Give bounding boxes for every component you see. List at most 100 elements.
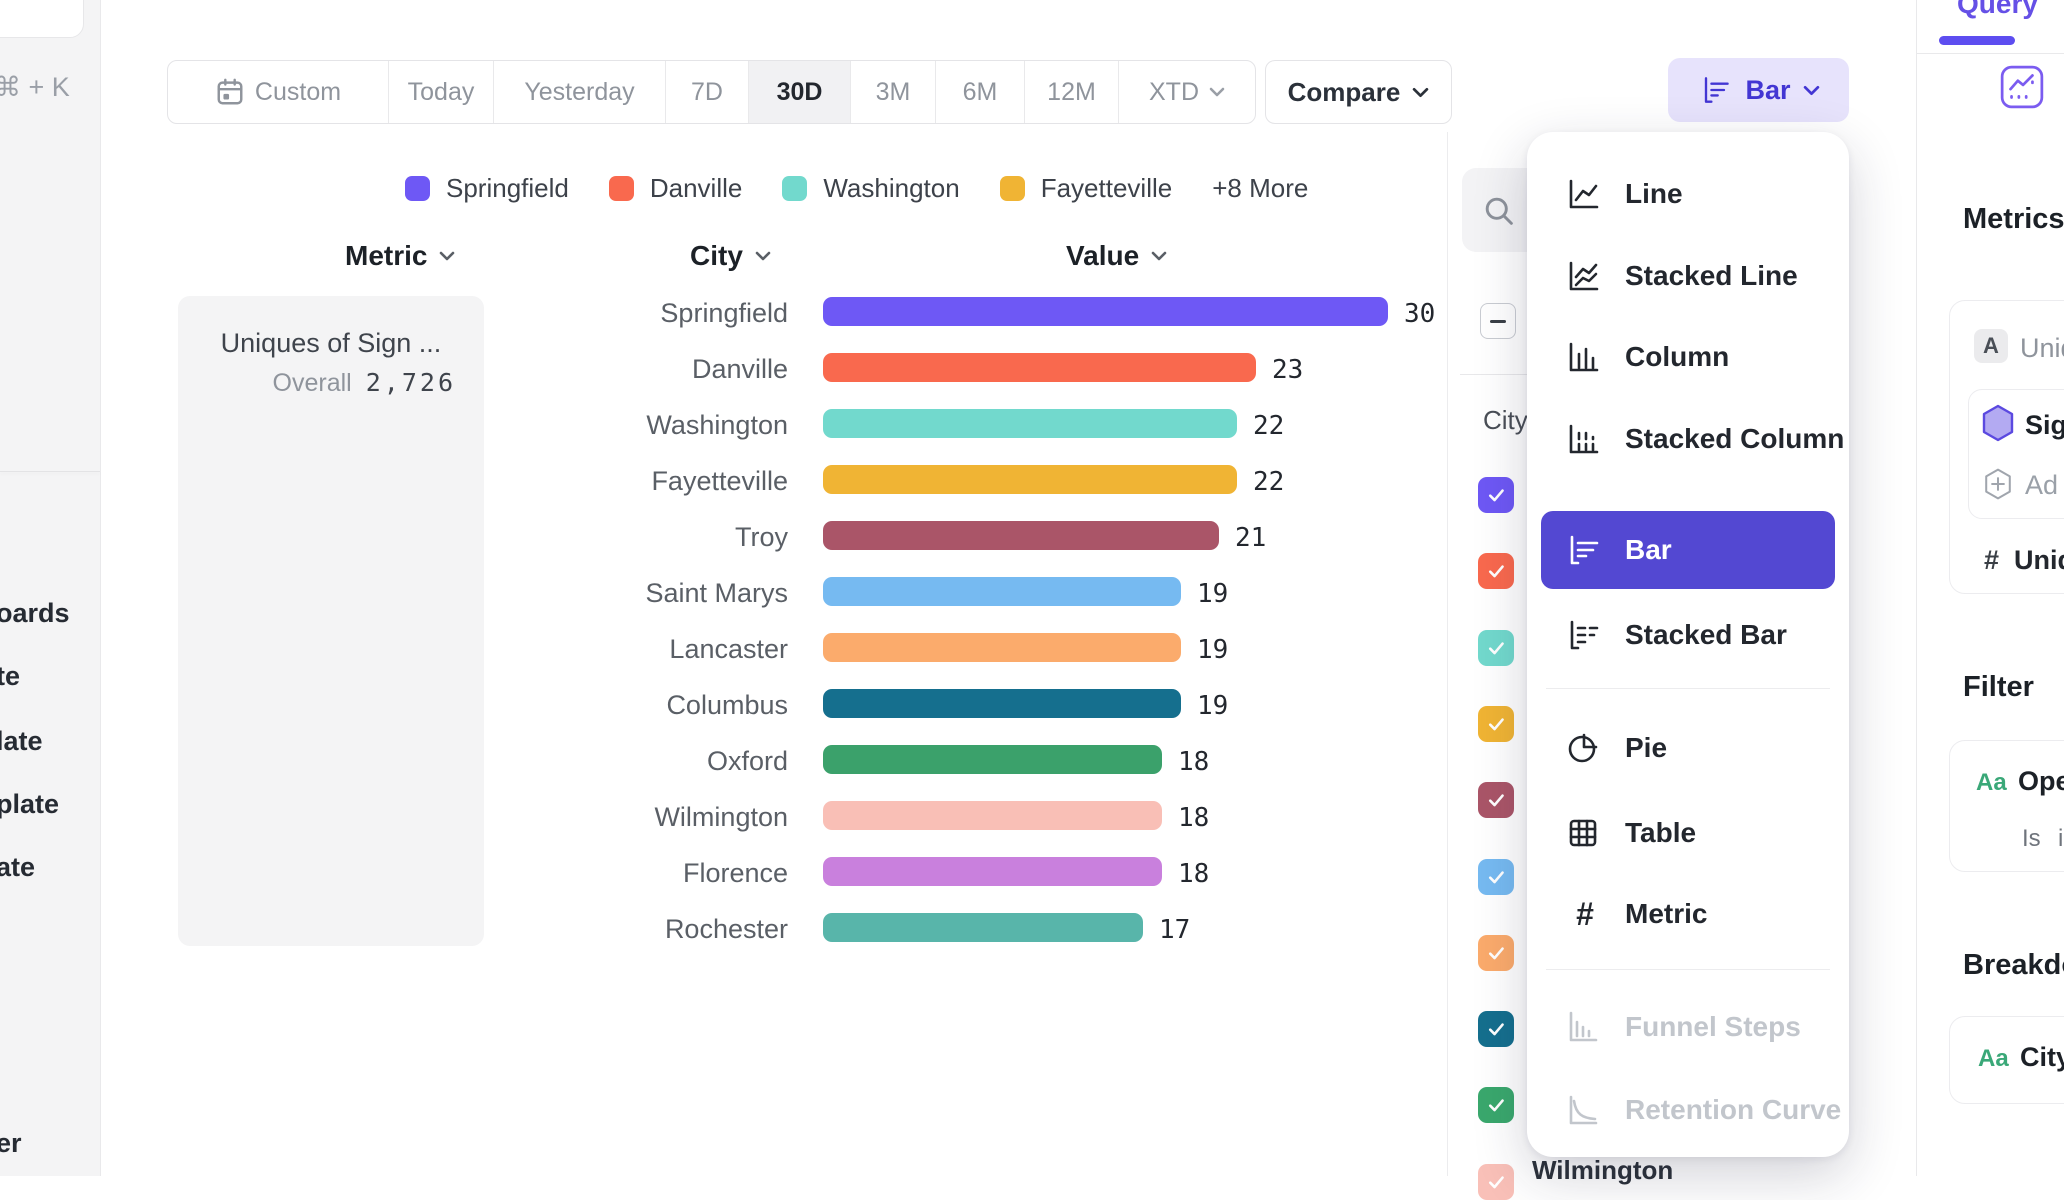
legend-swatch [999,175,1025,201]
sidebar-item[interactable]: te [0,661,21,691]
breakdown-card[interactable]: Aa City [1949,1016,2064,1104]
add-event-label[interactable]: Ad [2025,470,2059,500]
city-checkbox[interactable] [1478,1087,1514,1123]
metric-definition-card[interactable]: A Uniq Sig Ad # Uniqu [1949,300,2064,594]
add-event-hexagon-icon[interactable] [1983,468,2013,500]
date-range-xtd[interactable]: XTD [1119,61,1255,123]
city-checkbox[interactable] [1478,935,1514,971]
legend-label: Springfield [446,172,569,203]
city-checkbox[interactable] [1478,553,1514,589]
sidebar-divider [0,471,100,472]
bar[interactable] [823,577,1181,606]
stacked-column-chart-icon [1569,424,1599,454]
legend-label: Washington [823,172,960,203]
menu-item-metric[interactable]: # Metric [1541,875,1835,953]
date-range-12m[interactable]: 12M [1025,61,1119,123]
breakdown-field-name: City [2020,1042,2064,1072]
event-card[interactable]: Sig Ad [1968,389,2064,519]
column-header-city[interactable]: City [690,240,771,272]
date-range-30d[interactable]: 30D [749,61,851,123]
city-checkbox[interactable] [1478,1011,1514,1047]
chevron-down-icon [1209,87,1225,97]
bar[interactable] [823,465,1237,494]
query-panel-divider [1917,53,2064,54]
stacked-line-chart-icon [1569,261,1599,291]
city-checkbox[interactable] [1478,859,1514,895]
bar[interactable] [823,353,1256,382]
date-range-label: 12M [1047,77,1096,106]
city-panel-label: City [1483,405,1528,435]
menu-item-pie[interactable]: Pie [1541,709,1835,787]
city-header-label: City [690,240,743,271]
city-checkbox[interactable] [1478,706,1514,742]
metric-card[interactable]: Uniques of Sign ... Overall 2,726 [178,296,484,946]
select-all-checkbox-indeterminate[interactable] [1480,303,1516,339]
column-header-metric[interactable]: Metric [345,240,455,272]
filter-field-name: Ope [2018,766,2064,796]
menu-divider [1546,688,1830,689]
chart-type-button[interactable]: Bar [1668,58,1849,122]
sidebar-item[interactable]: plate [0,789,60,819]
menu-item-stacked-column[interactable]: Stacked Column [1541,400,1844,478]
city-checkbox[interactable] [1478,782,1514,818]
date-range-3m[interactable]: 3M [851,61,936,123]
city-checkbox[interactable] [1478,630,1514,666]
filter-card[interactable]: Aa Ope Is i [1949,740,2064,872]
city-checkbox[interactable] [1478,477,1514,513]
chart-panel-icon[interactable] [1999,64,2045,110]
column-header-value[interactable]: Value [1066,240,1167,272]
table-icon [1569,819,1597,847]
legend-item[interactable]: Danville [608,173,742,204]
menu-item-column[interactable]: Column [1541,318,1835,396]
filter-value[interactable]: i [2058,825,2064,852]
bar-value: 23 [1272,355,1304,385]
bar[interactable] [823,801,1162,830]
date-range-label: Yesterday [524,77,635,106]
date-range-yesterday[interactable]: Yesterday [494,61,666,123]
date-range-label: Custom [254,77,342,106]
bar[interactable] [823,857,1162,886]
check-icon [1488,1023,1504,1036]
filter-operator[interactable]: Is [2022,825,2041,852]
bar[interactable] [823,745,1162,774]
tab-query[interactable]: Query [1957,0,2038,19]
legend-item[interactable]: Springfield [405,173,569,204]
city-checkbox[interactable] [1478,1164,1514,1200]
bar-row-label: Columbus [666,690,788,720]
sidebar-item[interactable]: er [0,1128,22,1158]
hash-icon: # [1576,895,1594,932]
compare-button[interactable]: Compare [1265,60,1452,124]
menu-item-stacked-line[interactable]: Stacked Line [1541,237,1835,315]
date-range-label: 6M [962,77,998,106]
sidebar-item[interactable]: ate [0,852,36,882]
chevron-down-icon [1413,87,1429,97]
date-range-7d[interactable]: 7D [666,61,749,123]
date-range-today[interactable]: Today [389,61,494,123]
bar[interactable] [823,633,1181,662]
chevron-down-icon [1803,85,1819,95]
metrics-heading: Metrics [1963,203,2064,235]
menu-item-label: Bar [1625,534,1672,565]
bar[interactable] [823,297,1388,326]
date-range-custom[interactable]: Custom [168,61,389,123]
menu-item-stacked-bar[interactable]: Stacked Bar [1541,596,1835,674]
bar[interactable] [823,521,1219,550]
menu-item-retention-curve: Retention Curve [1541,1071,1841,1149]
legend-item[interactable]: Fayetteville [999,173,1172,204]
legend-more[interactable]: +8 More [1212,172,1309,203]
sidebar-item[interactable]: oards [0,598,70,628]
date-range-6m[interactable]: 6M [936,61,1025,123]
menu-item-bar[interactable]: Bar [1541,511,1835,589]
sidebar-item[interactable]: late [0,726,43,756]
bar[interactable] [823,913,1143,942]
bar[interactable] [823,689,1181,718]
bar[interactable] [823,409,1237,438]
menu-item-line[interactable]: Line [1541,155,1835,233]
column-chart-icon [1569,342,1599,372]
bar-row-label: Wilmington [654,802,788,832]
measure-name[interactable]: Uniqu [2014,545,2064,575]
metric-card-title: Uniques of Sign ... [220,328,442,358]
legend-item[interactable]: Washington [782,172,960,204]
calendar-icon [217,78,243,105]
menu-item-table[interactable]: Table [1541,794,1835,872]
